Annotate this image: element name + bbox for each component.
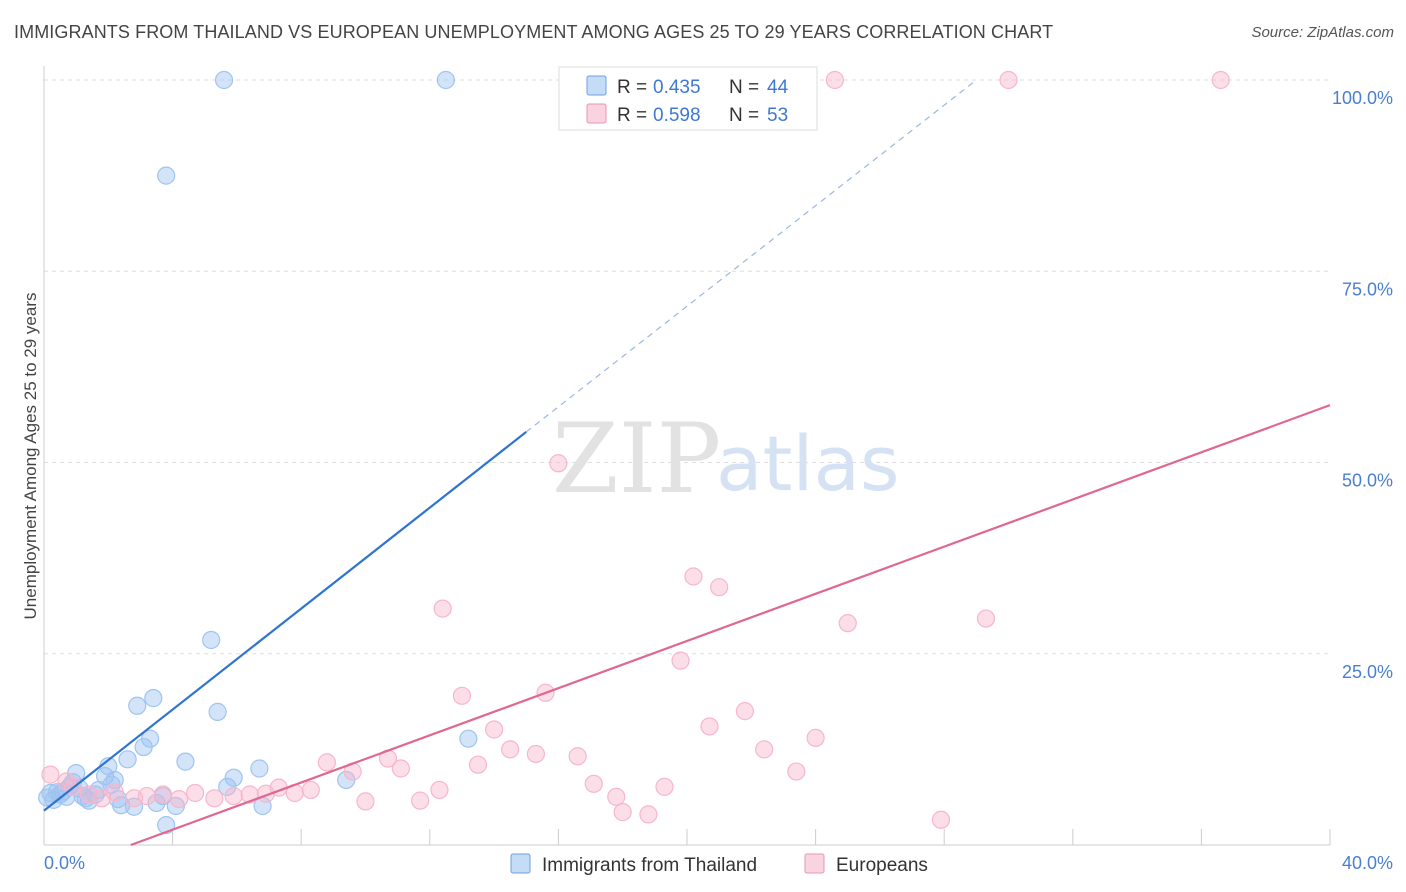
y-tick-label-2: 75.0%	[1342, 279, 1393, 299]
europeans-point-37	[639, 805, 658, 824]
europeans-point-52	[1211, 70, 1230, 90]
europeans-point-0	[41, 765, 60, 784]
europeans-point-11	[205, 789, 224, 808]
europeans-point-36	[613, 803, 632, 822]
bottom-legend-swatch-europeans	[804, 853, 825, 874]
legend: R = 0.435 N = 44 R = 0.598 N = 53	[558, 66, 818, 131]
legend-r-label-immigrants: R =	[617, 77, 647, 98]
y-tick-label-0: 25.0%	[1342, 662, 1393, 682]
europeans-point-47	[838, 614, 857, 633]
grid	[44, 79, 1330, 655]
immigrants-point-36	[459, 729, 478, 748]
europeans-point-18	[317, 753, 337, 772]
europeans-point-32	[549, 454, 568, 473]
y-axis-label: Unemployment Among Ages 25 to 29 years	[21, 293, 40, 620]
europeans-point-34	[584, 774, 603, 793]
immigrants-point-28	[176, 752, 195, 771]
europeans-point-26	[452, 686, 472, 705]
immigrants-point-23	[140, 729, 160, 748]
europeans-trend-line	[130, 404, 1331, 847]
europeans-point-43	[735, 702, 754, 721]
chart-title: IMMIGRANTS FROM THAILAND VS EUROPEAN UNE…	[14, 22, 1054, 42]
immigrants-point-24	[144, 689, 163, 708]
immigrants-point-30	[208, 702, 227, 721]
europeans-point-8	[153, 785, 173, 804]
europeans-point-25	[433, 599, 452, 618]
legend-r-value-europeans: 0.598	[653, 105, 701, 126]
europeans-point-23	[411, 791, 430, 810]
legend-n-value-europeans: 53	[767, 105, 788, 126]
watermark: ZIP atlas	[552, 403, 900, 515]
bottom-legend-label-europeans: Europeans	[836, 855, 928, 876]
europeans-point-45	[787, 762, 806, 781]
europeans-point-49	[976, 609, 996, 628]
x-tick-label-0: 0.0%	[44, 853, 85, 873]
europeans-point-5	[105, 783, 124, 802]
immigrants-point-33	[250, 759, 269, 778]
trend-lines	[43, 79, 1331, 847]
legend-swatch-immigrants	[586, 75, 607, 96]
europeans-point-42	[710, 578, 729, 597]
series-immigrants-points	[38, 70, 478, 835]
legend-r-label-europeans: R =	[617, 105, 647, 126]
bottom-legend-swatch-immigrants	[510, 853, 531, 874]
watermark-zip: ZIP	[552, 403, 721, 515]
immigrants-point-37	[157, 166, 176, 185]
y-tick-labels: 25.0% 50.0% 75.0% 100.0%	[1332, 88, 1393, 682]
y-tick-label-3: 100.0%	[1332, 88, 1393, 108]
europeans-point-41	[700, 717, 719, 736]
bottom-legend: Immigrants from Thailand Europeans	[510, 853, 928, 876]
immigrants-point-19	[118, 750, 137, 769]
europeans-point-20	[356, 792, 375, 811]
immigrants-point-41	[73, 786, 92, 806]
europeans-point-39	[671, 651, 690, 670]
immigrants-point-39	[436, 70, 455, 90]
immigrants-point-38	[214, 70, 234, 90]
europeans-point-10	[186, 783, 205, 803]
axes	[43, 66, 1331, 846]
watermark-atlas: atlas	[716, 419, 900, 508]
europeans-point-35	[607, 787, 626, 806]
legend-r-value-immigrants: 0.435	[653, 77, 701, 98]
europeans-point-27	[468, 755, 488, 774]
europeans-point-12	[224, 786, 243, 806]
europeans-point-30	[526, 744, 545, 764]
europeans-point-9	[169, 789, 189, 809]
y-tick-label-1: 50.0%	[1342, 471, 1393, 491]
europeans-point-48	[931, 810, 951, 829]
immigrants-trend-line	[43, 431, 527, 812]
immigrants-point-29	[202, 630, 221, 650]
europeans-point-28	[485, 720, 504, 739]
europeans-point-17	[301, 780, 320, 800]
x-tick-labels: 0.0% 40.0%	[44, 853, 1393, 873]
legend-n-label-europeans: N =	[729, 105, 759, 126]
series-europeans-points	[41, 70, 1230, 829]
europeans-point-44	[755, 740, 774, 759]
europeans-point-51	[999, 70, 1018, 90]
europeans-point-40	[684, 567, 703, 586]
bottom-legend-label-immigrants: Immigrants from Thailand	[542, 855, 757, 876]
europeans-point-46	[806, 728, 825, 748]
europeans-point-33	[568, 747, 587, 766]
x-tick-label-1: 40.0%	[1342, 853, 1393, 873]
immigrants-point-32	[224, 768, 243, 787]
europeans-point-38	[655, 777, 674, 796]
europeans-point-50	[825, 70, 844, 90]
europeans-point-29	[501, 740, 520, 759]
legend-swatch-europeans	[586, 103, 607, 124]
immigrants-trend-extension	[525, 79, 977, 433]
europeans-point-22	[391, 759, 410, 778]
immigrants-point-31	[218, 777, 237, 796]
legend-n-value-immigrants: 44	[767, 77, 789, 98]
immigrants-point-21	[128, 696, 147, 715]
source-label: Source: ZipAtlas.com	[1251, 24, 1394, 41]
europeans-point-7	[137, 786, 156, 806]
europeans-point-24	[430, 780, 449, 800]
legend-n-label-immigrants: N =	[729, 77, 759, 98]
